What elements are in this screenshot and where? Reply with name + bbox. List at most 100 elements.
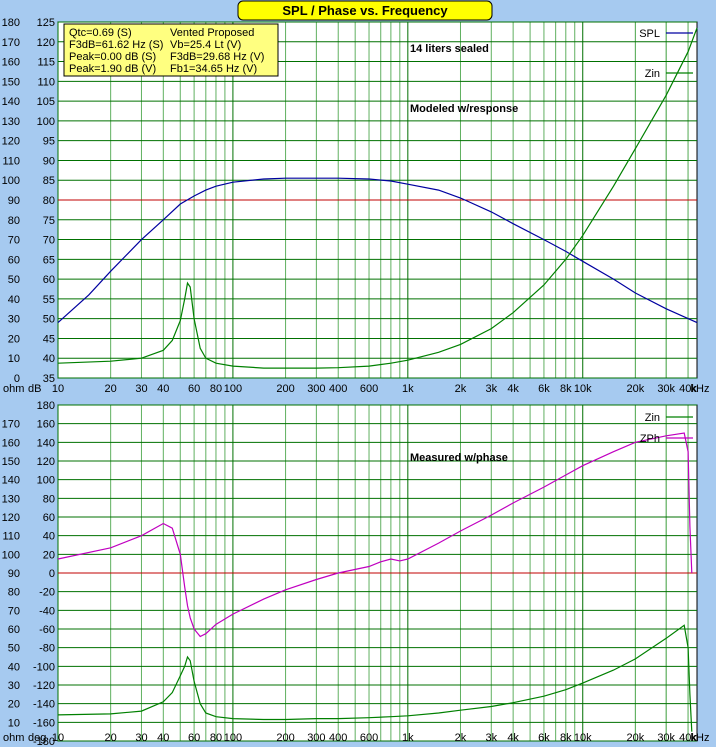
x-tick-label: 40k <box>679 732 697 744</box>
info-line-1-left: Qtc=0.69 (S) <box>69 27 132 39</box>
x-tick-label: 100 <box>224 383 242 395</box>
x-axis-unit-label: kHz <box>691 383 710 395</box>
x-tick-label: 3k <box>485 383 497 395</box>
y2-tick-label: 100 <box>2 549 20 561</box>
y-tick-label: 125 <box>37 17 55 29</box>
y-tick-label: 120 <box>37 37 55 49</box>
x-tick-label: 8k <box>560 732 572 744</box>
x-tick-label: 200 <box>276 732 294 744</box>
x-tick-label: 1k <box>402 732 414 744</box>
y2-tick-label: 60 <box>8 254 20 266</box>
x-tick-label: 6k <box>538 383 550 395</box>
series-line-spl <box>57 177 698 324</box>
y2-tick-label: 90 <box>8 568 20 580</box>
y-tick-label: -80 <box>39 643 55 655</box>
y2-tick-label: 110 <box>2 155 20 167</box>
y2-tick-label: 120 <box>2 136 20 148</box>
y-tick-label: 55 <box>43 294 55 306</box>
info-line-3-right: F3dB=29.68 Hz (V) <box>170 51 264 63</box>
y-tick-label: 160 <box>37 419 55 431</box>
y-tick-label: -20 <box>39 587 55 599</box>
x-tick-label: 300 <box>307 732 325 744</box>
info-box-background <box>63 23 279 77</box>
y2-tick-label: 170 <box>2 419 20 431</box>
chart-title-box: SPL / Phase vs. Frequency <box>237 0 493 21</box>
x-tick-label: 600 <box>360 383 378 395</box>
y-tick-label: 85 <box>43 175 55 187</box>
y-tick-label: -120 <box>33 680 55 692</box>
y-tick-label: 120 <box>37 456 55 468</box>
info-line-2-left: F3dB=61.62 Hz (S) <box>69 39 163 51</box>
y2-axis-label: ohm <box>3 732 24 744</box>
series-line-zin <box>57 624 693 732</box>
y2-tick-label: 20 <box>8 333 20 345</box>
y-tick-label: 35 <box>43 373 55 385</box>
y-tick-label: 80 <box>43 195 55 207</box>
y2-tick-label: 30 <box>8 680 20 692</box>
y2-tick-label: 120 <box>2 512 20 524</box>
y-tick-label: 0 <box>49 568 55 580</box>
y2-axis-label: ohm <box>3 383 24 395</box>
y-tick-label: 40 <box>43 353 55 365</box>
y2-tick-label: 170 <box>2 37 20 49</box>
y-tick-label: 50 <box>43 314 55 326</box>
y-tick-label: 100 <box>37 116 55 128</box>
x-tick-label: 4k <box>507 383 519 395</box>
x-tick-label: 30k <box>657 383 675 395</box>
y-tick-label: 20 <box>43 549 55 561</box>
x-tick-label: 10 <box>52 732 64 744</box>
x-tick-label: 30k <box>657 732 675 744</box>
y-tick-label: 105 <box>37 96 55 108</box>
x-tick-label: 1k <box>402 383 414 395</box>
y2-tick-label: 180 <box>2 17 20 29</box>
x-tick-label: 60 <box>188 732 200 744</box>
info-box: Qtc=0.69 (S) Vented Proposed F3dB=61.62 … <box>63 23 279 77</box>
x-tick-label: 8k <box>560 383 572 395</box>
y-tick-label: 45 <box>43 333 55 345</box>
y-tick-label: -160 <box>33 717 55 729</box>
y2-tick-label: 80 <box>8 587 20 599</box>
x-tick-label: 6k <box>538 732 550 744</box>
info-line-2-right: Vb=25.4 Lt (V) <box>170 39 241 51</box>
x-tick-label: 3k <box>485 732 497 744</box>
y2-tick-label: 100 <box>2 175 20 187</box>
y2-tick-label: 70 <box>8 605 20 617</box>
x-tick-label: 400 <box>329 732 347 744</box>
x-tick-label: 20k <box>627 383 645 395</box>
y2-tick-label: 160 <box>2 437 20 449</box>
plot-annotation: Modeled w/response <box>410 103 518 115</box>
x-tick-label: 2k <box>455 383 467 395</box>
y-tick-label: -60 <box>39 624 55 636</box>
x-axis-unit-label: kHz <box>691 732 710 744</box>
series-line-zin <box>57 27 698 369</box>
y2-tick-label: 150 <box>2 76 20 88</box>
y-tick-label: 180 <box>37 400 55 412</box>
x-tick-label: 400 <box>329 383 347 395</box>
y2-tick-label: 110 <box>2 531 20 543</box>
y-tick-label: -180 <box>33 736 55 747</box>
plot-annotation: 14 liters sealed <box>410 43 489 55</box>
y2-tick-label: 130 <box>2 493 20 505</box>
top-plot: 3540455055606570758085909510010511011512… <box>2 17 710 395</box>
info-line-4-left: Peak=1.90 dB (V) <box>69 63 156 75</box>
x-tick-label: 10k <box>574 383 592 395</box>
y2-tick-label: 50 <box>8 274 20 286</box>
y2-tick-label: 40 <box>8 294 20 306</box>
plot-annotation: Measured w/phase <box>410 452 508 464</box>
y2-tick-label: 40 <box>8 661 20 673</box>
legend-label-zin: Zin <box>645 412 660 424</box>
y2-tick-label: 50 <box>8 643 20 655</box>
legend-label-spl: SPL <box>639 28 660 40</box>
info-line-4-right: Fb1=34.65 Hz (V) <box>170 63 257 75</box>
bottom-plot: -180 -160 -140 -120 -100 -80 -60 -40 -20 0 20 40 60 8… <box>2 400 710 747</box>
y-tick-label: 140 <box>37 437 55 449</box>
x-tick-label: 300 <box>307 383 325 395</box>
y-tick-label: 65 <box>43 254 55 266</box>
x-tick-label: 40 <box>157 732 169 744</box>
y2-tick-label: 70 <box>8 235 20 247</box>
y-tick-label: 110 <box>37 76 55 88</box>
y-axis-label: dB <box>28 383 41 395</box>
y-tick-label: 115 <box>37 57 55 69</box>
